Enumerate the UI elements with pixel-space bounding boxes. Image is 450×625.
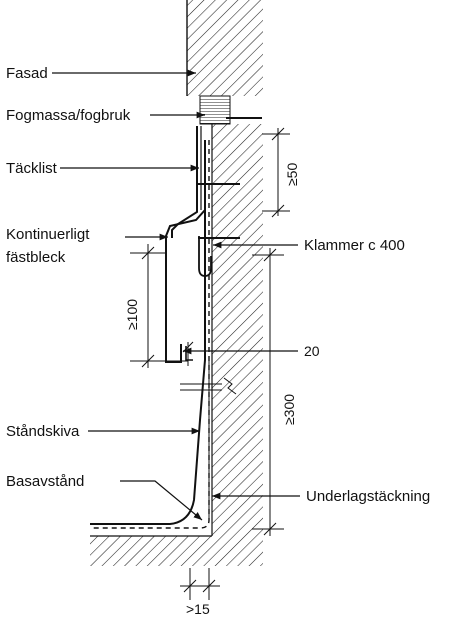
dimension-50: ≥50 [284,163,300,186]
base-slab [90,535,263,566]
dimension-100: ≥100 [124,299,140,330]
label-klammer: Klammer c 400 [304,237,405,254]
label-basavstand: Basavstånd [6,473,84,490]
label-fasad: Fasad [6,65,48,82]
label-standskiva: Ståndskiva [6,423,80,440]
dimension-20: 20 [304,343,320,359]
leader-lines [52,69,300,521]
standing-sheet [90,140,210,525]
label-tacklist: Täcklist [6,160,58,177]
label-kontinuerligt: Kontinuerligt [6,226,90,243]
dimension-lines [130,127,290,600]
break-line [180,377,237,395]
dimension-15: >15 [186,601,210,617]
lower-wall [211,124,263,536]
underlay-membrane [90,140,210,529]
dimension-300: ≥300 [281,394,297,425]
label-fogmassa: Fogmassa/fogbruk [6,107,131,124]
joint-sealant [199,95,262,125]
label-fastbleck: fästbleck [6,249,66,266]
facade-wall [186,0,263,96]
label-underlag: Underlagstäckning [306,488,430,505]
